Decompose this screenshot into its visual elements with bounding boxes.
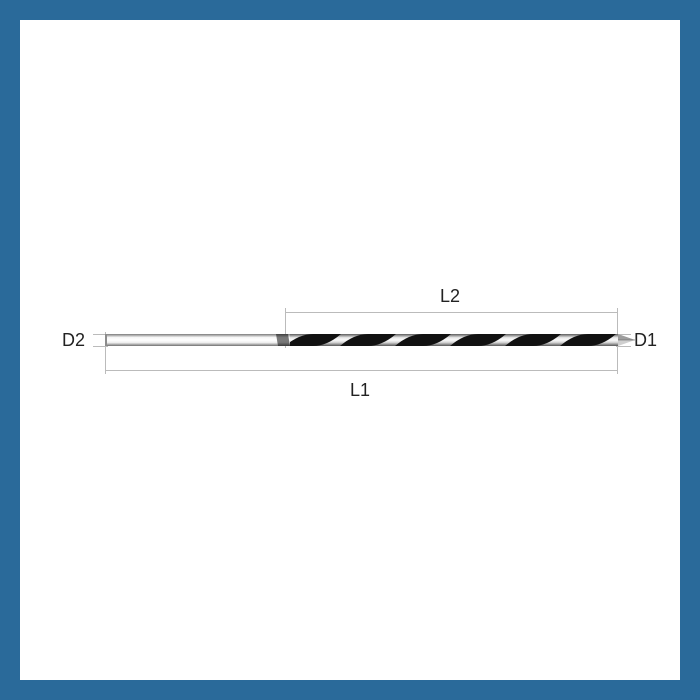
drill-bit-icon	[20, 20, 680, 680]
diagram-canvas: L2 L1 D2 D1	[20, 20, 680, 680]
diagram-frame: L2 L1 D2 D1	[0, 0, 700, 700]
